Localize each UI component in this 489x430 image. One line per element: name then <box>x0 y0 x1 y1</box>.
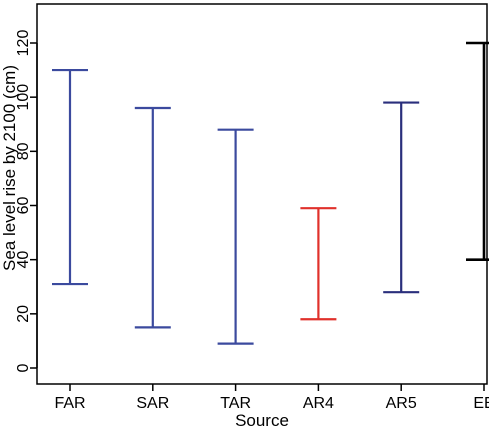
y-tick-label-80: 80 <box>15 142 32 160</box>
x-tick-label-ee: EE <box>473 395 489 412</box>
x-tick-label-far: FAR <box>54 395 85 412</box>
range-tar <box>217 128 254 345</box>
x-tick-label-tar: TAR <box>220 395 251 412</box>
range-far <box>52 68 88 286</box>
range-ar5 <box>383 101 420 294</box>
x-axis-label: Source <box>235 411 289 430</box>
range-sar <box>134 106 171 329</box>
y-axis: 0 20 40 60 80 100 120 <box>15 30 38 372</box>
y-tick-label-0: 0 <box>15 363 32 372</box>
range-bars <box>52 41 489 345</box>
y-tick-label-40: 40 <box>15 251 32 269</box>
range-ee <box>466 41 489 261</box>
x-tick-label-ar4: AR4 <box>303 395 334 412</box>
y-tick-label-100: 100 <box>15 84 32 111</box>
x-tick-label-ar5: AR5 <box>386 395 417 412</box>
plot-frame <box>36 3 488 385</box>
y-tick-label-60: 60 <box>15 197 32 215</box>
y-tick-label-120: 120 <box>15 30 32 57</box>
range-ar4 <box>300 207 337 321</box>
x-tick-label-sar: SAR <box>136 395 169 412</box>
x-axis: FAR SAR TAR AR4 AR5 EE <box>54 384 489 412</box>
y-tick-label-20: 20 <box>15 305 32 323</box>
y-axis-label: Sea level rise by 2100 (cm) <box>0 65 19 271</box>
